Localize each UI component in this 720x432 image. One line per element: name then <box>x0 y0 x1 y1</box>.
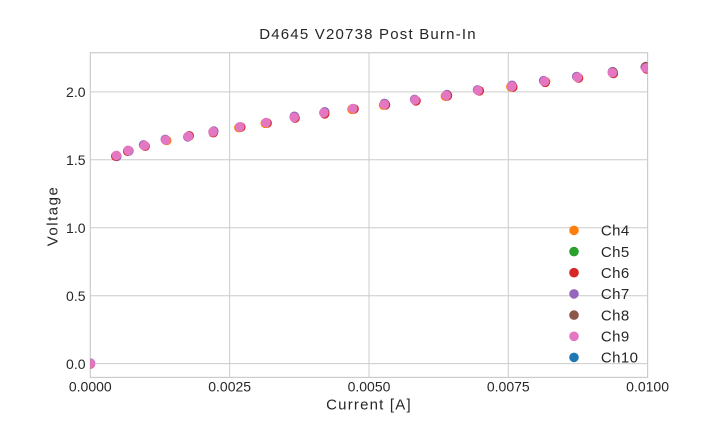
svg-text:0.0000: 0.0000 <box>69 379 112 395</box>
svg-text:0.0075: 0.0075 <box>487 379 530 395</box>
svg-text:0.0: 0.0 <box>66 356 86 372</box>
svg-text:Voltage: Voltage <box>45 186 62 247</box>
svg-text:D4645 V20738 Post Burn-In: D4645 V20738 Post Burn-In <box>259 26 477 43</box>
svg-text:0.0100: 0.0100 <box>626 379 669 395</box>
svg-text:2.0: 2.0 <box>66 84 86 100</box>
svg-text:Ch10: Ch10 <box>601 350 638 367</box>
svg-text:0.5: 0.5 <box>66 288 86 304</box>
svg-text:Ch8: Ch8 <box>601 307 630 324</box>
svg-text:Ch7: Ch7 <box>601 286 630 303</box>
svg-text:Ch9: Ch9 <box>601 329 630 346</box>
svg-text:Ch5: Ch5 <box>601 244 630 261</box>
svg-text:0.0025: 0.0025 <box>208 379 251 395</box>
svg-text:Ch4: Ch4 <box>601 223 630 240</box>
svg-text:0.0050: 0.0050 <box>348 379 391 395</box>
svg-text:1.5: 1.5 <box>66 152 86 168</box>
svg-text:Ch6: Ch6 <box>601 265 630 282</box>
svg-text:1.0: 1.0 <box>66 220 86 236</box>
svg-text:Current [A]: Current [A] <box>326 397 412 414</box>
